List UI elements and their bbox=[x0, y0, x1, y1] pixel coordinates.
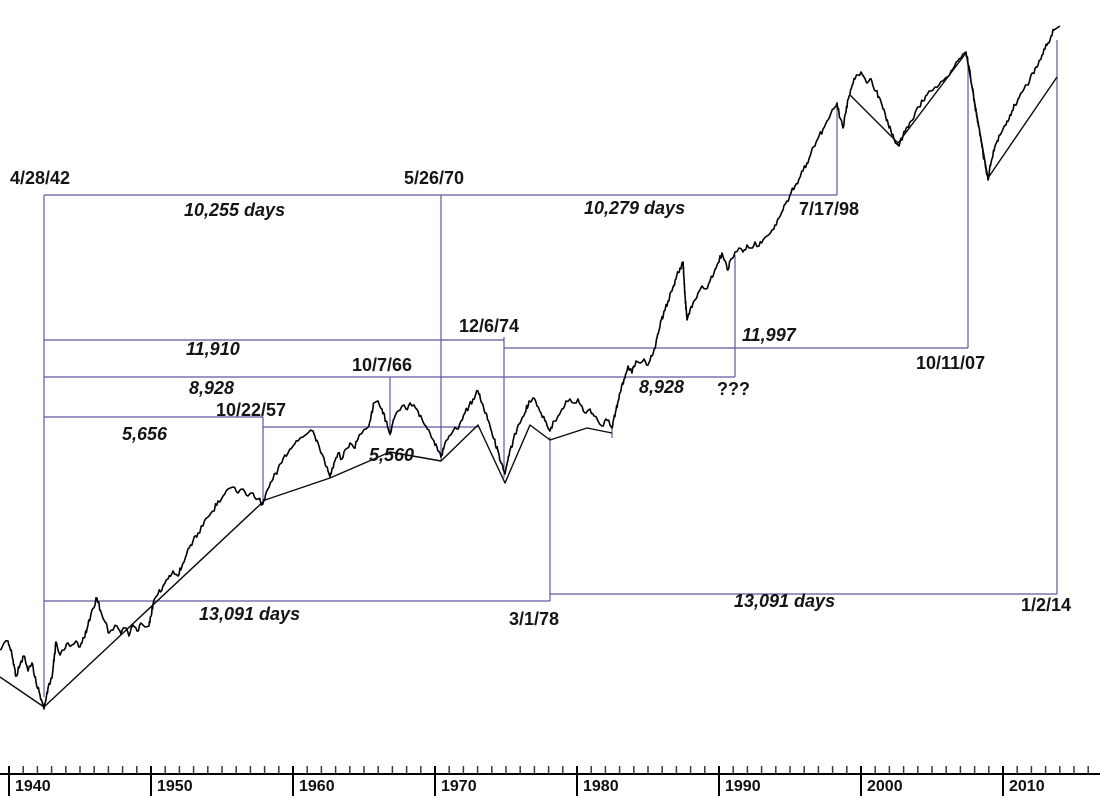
date-label: 10/11/07 bbox=[916, 353, 985, 373]
date-label: 10/22/57 bbox=[216, 400, 286, 420]
date-label: ??? bbox=[717, 379, 750, 399]
duration-label: 5,656 bbox=[122, 424, 168, 444]
duration-label: 11,910 bbox=[186, 339, 240, 359]
x-axis-tick-label: 1990 bbox=[725, 778, 761, 795]
date-label: 10/7/66 bbox=[352, 355, 412, 375]
duration-label: 8,928 bbox=[639, 377, 684, 397]
duration-label: 13,091 days bbox=[734, 591, 835, 611]
x-axis-tick-label: 2000 bbox=[867, 778, 903, 795]
x-axis-tick-label: 2010 bbox=[1009, 778, 1045, 795]
x-axis-tick-label: 1980 bbox=[583, 778, 619, 795]
duration-label: 5,560 bbox=[369, 445, 414, 465]
duration-label: 11,997 bbox=[742, 325, 797, 345]
x-axis-tick-label: 1950 bbox=[157, 778, 193, 795]
price-series-layer bbox=[0, 25, 1061, 710]
duration-label: 8,928 bbox=[189, 378, 234, 398]
date-label: 12/6/74 bbox=[459, 316, 519, 336]
x-axis-layer: 1940 1950 1960 1970 1980 1990 2000 2010 bbox=[0, 766, 1100, 796]
x-axis-tick-label: 1940 bbox=[15, 778, 51, 795]
date-label: 3/1/78 bbox=[509, 609, 559, 629]
duration-label: 13,091 days bbox=[199, 604, 300, 624]
date-label: 4/28/42 bbox=[10, 168, 70, 188]
duration-label: 10,279 days bbox=[584, 198, 685, 218]
annotation-labels-layer: 4/28/42 5/26/70 7/17/98 12/6/74 10/7/66 10/22… bbox=[10, 168, 1071, 629]
x-axis-tick-label: 1960 bbox=[299, 778, 335, 795]
duration-label: 10,255 days bbox=[184, 200, 285, 220]
price-line bbox=[0, 25, 1061, 710]
date-label: 1/2/14 bbox=[1021, 595, 1071, 615]
date-label: 7/17/98 bbox=[799, 199, 859, 219]
x-axis-tick-label: 1970 bbox=[441, 778, 477, 795]
bracket-lines-layer bbox=[43, 40, 1058, 697]
support-trendline-early-line bbox=[0, 424, 613, 708]
date-label: 5/26/70 bbox=[404, 168, 464, 188]
support-trendline-late-line bbox=[849, 52, 1058, 179]
